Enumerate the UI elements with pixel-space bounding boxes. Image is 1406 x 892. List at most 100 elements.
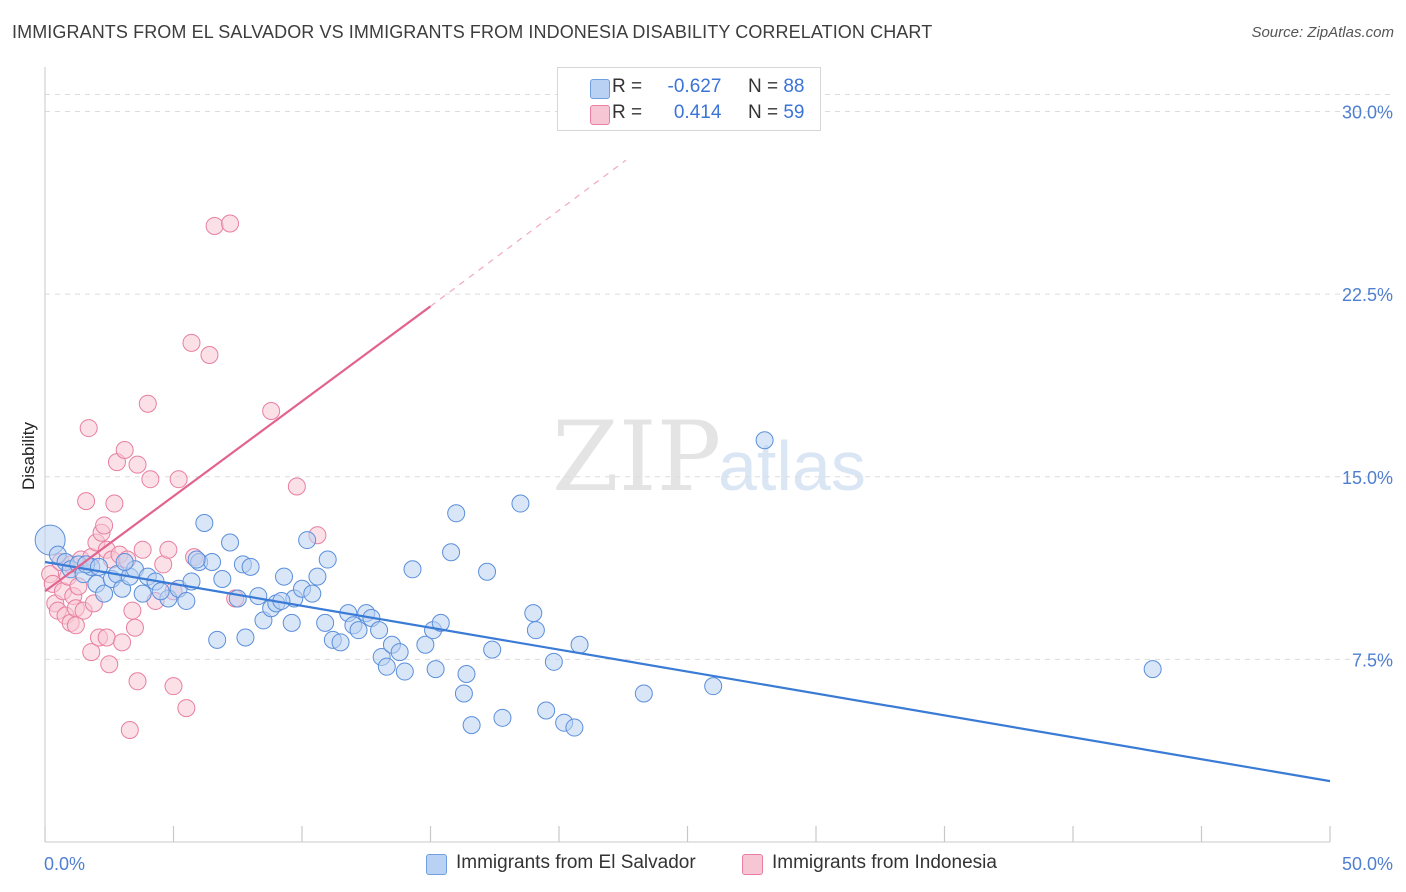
el-salvador-point xyxy=(426,660,445,679)
indonesia-point xyxy=(221,214,240,233)
indonesia-point xyxy=(123,601,142,620)
el-salvador-point xyxy=(390,643,409,662)
legend-row-indonesia: R = 0.414 N = 59 xyxy=(590,102,805,126)
indonesia-point xyxy=(100,655,119,674)
watermark: ZIP atlas xyxy=(552,401,866,513)
indonesia-point xyxy=(113,633,132,652)
el-salvador-point xyxy=(544,652,563,671)
el-salvador-point xyxy=(249,587,268,606)
el-salvador-point xyxy=(442,543,461,562)
indonesia-point xyxy=(128,672,147,691)
el-salvador-point xyxy=(526,621,545,640)
y-tick-label: 22.5% xyxy=(1342,285,1393,305)
y-tick-label: 30.0% xyxy=(1342,103,1393,123)
indonesia-point xyxy=(169,470,188,489)
el-salvador-point xyxy=(483,640,502,659)
legend-r-label: R = xyxy=(612,76,643,97)
indonesia-point xyxy=(133,540,152,559)
el-salvador-trend-line xyxy=(44,560,1331,783)
watermark-zip: ZIP xyxy=(552,401,721,513)
y-axis-title: Disability xyxy=(19,421,38,490)
el-salvador-point xyxy=(457,664,476,683)
legend-n-label: N = xyxy=(747,76,779,97)
indonesia-point xyxy=(95,516,114,535)
el-salvador-point xyxy=(228,589,247,608)
trend-lines xyxy=(44,159,1331,783)
el-salvador-point xyxy=(1143,660,1162,679)
watermark-atlas: atlas xyxy=(718,427,866,505)
indonesia-point xyxy=(77,492,96,511)
indonesia-point xyxy=(182,333,201,352)
series-legend-label: Immigrants from El Salvador xyxy=(456,852,696,873)
el-salvador-point xyxy=(221,533,240,552)
el-salvador-point xyxy=(454,684,473,703)
correlation-legend: R = -0.627 N = 88 R = 0.414 N = 59 xyxy=(557,67,821,131)
chart-title: IMMIGRANTS FROM EL SALVADOR VS IMMIGRANT… xyxy=(12,22,933,42)
indonesia-points xyxy=(41,214,327,739)
x-tick-label: 0.0% xyxy=(44,854,85,874)
el-salvador-point xyxy=(537,701,556,720)
el-salvador-point xyxy=(236,628,255,647)
el-salvador-point xyxy=(370,621,389,640)
el-salvador-point xyxy=(634,684,653,703)
indonesia-point xyxy=(128,455,147,474)
el-salvador-point xyxy=(431,613,450,632)
el-salvador-point xyxy=(208,630,227,649)
el-salvador-point xyxy=(447,504,466,523)
el-salvador-point xyxy=(213,570,232,589)
el-salvador-point xyxy=(478,562,497,581)
el-salvador-point xyxy=(524,604,543,623)
el-salvador-point xyxy=(308,567,327,586)
el-salvador-point xyxy=(115,552,134,571)
indonesia-point xyxy=(164,677,183,696)
el-salvador-point xyxy=(316,613,335,632)
series-swatch-pink xyxy=(742,854,763,875)
legend-r-label: R = xyxy=(612,102,643,123)
indonesia-point xyxy=(287,477,306,496)
indonesia-point xyxy=(200,346,219,365)
el-salvador-point xyxy=(133,584,152,603)
y-tick-label: 7.5% xyxy=(1352,650,1393,670)
el-salvador-point xyxy=(511,494,530,513)
indonesia-trend-line xyxy=(44,305,432,593)
indonesia-point xyxy=(141,470,160,489)
el-salvador-point xyxy=(177,591,196,610)
legend-n-label: N = xyxy=(747,102,779,123)
source-label: Source: ZipAtlas.com xyxy=(1251,24,1394,41)
el-salvador-point xyxy=(187,550,206,569)
el-salvador-point xyxy=(298,531,317,550)
el-salvador-point xyxy=(565,718,584,737)
el-salvador-point xyxy=(403,560,422,579)
indonesia-point xyxy=(120,720,139,739)
indonesia-point xyxy=(177,699,196,718)
indonesia-point xyxy=(82,643,101,662)
legend-r-value: -0.627 xyxy=(667,76,722,97)
legend-swatch-blue xyxy=(590,79,610,99)
el-salvador-point xyxy=(318,550,337,569)
legend-r-value: 0.414 xyxy=(673,102,722,123)
indonesia-trend-extension xyxy=(430,159,627,307)
tick-labels: 7.5% 15.0% 22.5% 30.0% 0.0% 50.0% xyxy=(44,103,1393,874)
indonesia-point xyxy=(105,494,124,513)
indonesia-point xyxy=(97,628,116,647)
el-salvador-point xyxy=(349,621,368,640)
el-salvador-point xyxy=(462,716,481,735)
el-salvador-point xyxy=(755,431,774,450)
el-salvador-point xyxy=(282,613,301,632)
legend-n-value: 59 xyxy=(783,102,805,123)
axes xyxy=(44,67,1331,843)
indonesia-point xyxy=(125,618,144,637)
series-legend-indonesia: Immigrants from Indonesia xyxy=(742,852,997,876)
series-legend-label: Immigrants from Indonesia xyxy=(772,852,997,873)
el-salvador-point xyxy=(493,708,512,727)
el-salvador-point xyxy=(377,657,396,676)
el-salvador-point xyxy=(203,552,222,571)
indonesia-point xyxy=(205,216,224,235)
el-salvador-point xyxy=(395,662,414,681)
el-salvador-point xyxy=(241,557,260,576)
legend-swatch-pink xyxy=(590,105,610,125)
el-salvador-point xyxy=(570,635,589,654)
el-salvador-points xyxy=(34,431,1162,737)
el-salvador-point xyxy=(303,584,322,603)
